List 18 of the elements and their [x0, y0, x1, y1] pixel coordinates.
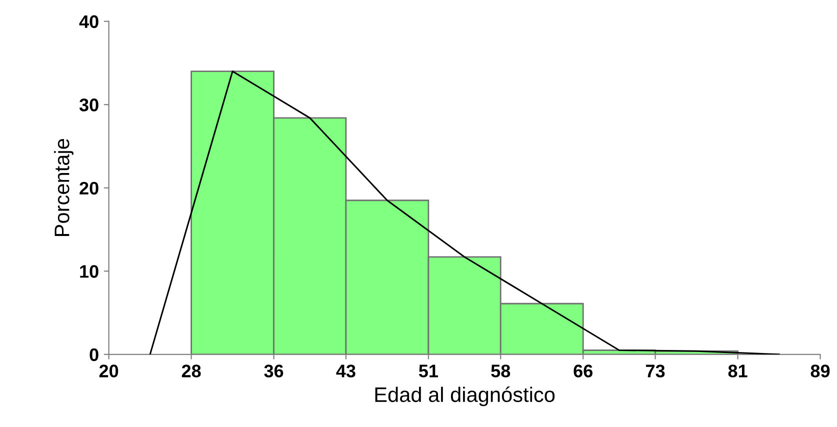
x-axis-title: Edad al diagnóstico — [375, 386, 555, 406]
x-tick-label: 43 — [336, 364, 356, 378]
x-tick-label: 58 — [491, 364, 510, 378]
y-tick-label: 30 — [79, 98, 98, 112]
y-tick-label: 0 — [90, 348, 98, 362]
x-tick-label: 36 — [264, 364, 284, 378]
x-tick-label: 73 — [646, 364, 665, 378]
y-tick-label: 10 — [80, 265, 98, 278]
x-tick-label: 20 — [99, 364, 118, 378]
x-tick-label: 89 — [810, 364, 830, 378]
x-tick-label: 66 — [574, 364, 592, 378]
y-tick-label: 40 — [79, 15, 98, 28]
x-tick-label: 81 — [728, 364, 748, 378]
y-tick-label: 20 — [80, 182, 98, 195]
x-tick-label: 51 — [418, 364, 438, 378]
x-tick-label: 28 — [182, 364, 201, 378]
y-axis-title: Porcentaje — [54, 139, 74, 236]
line-series — [149, 70, 780, 354]
